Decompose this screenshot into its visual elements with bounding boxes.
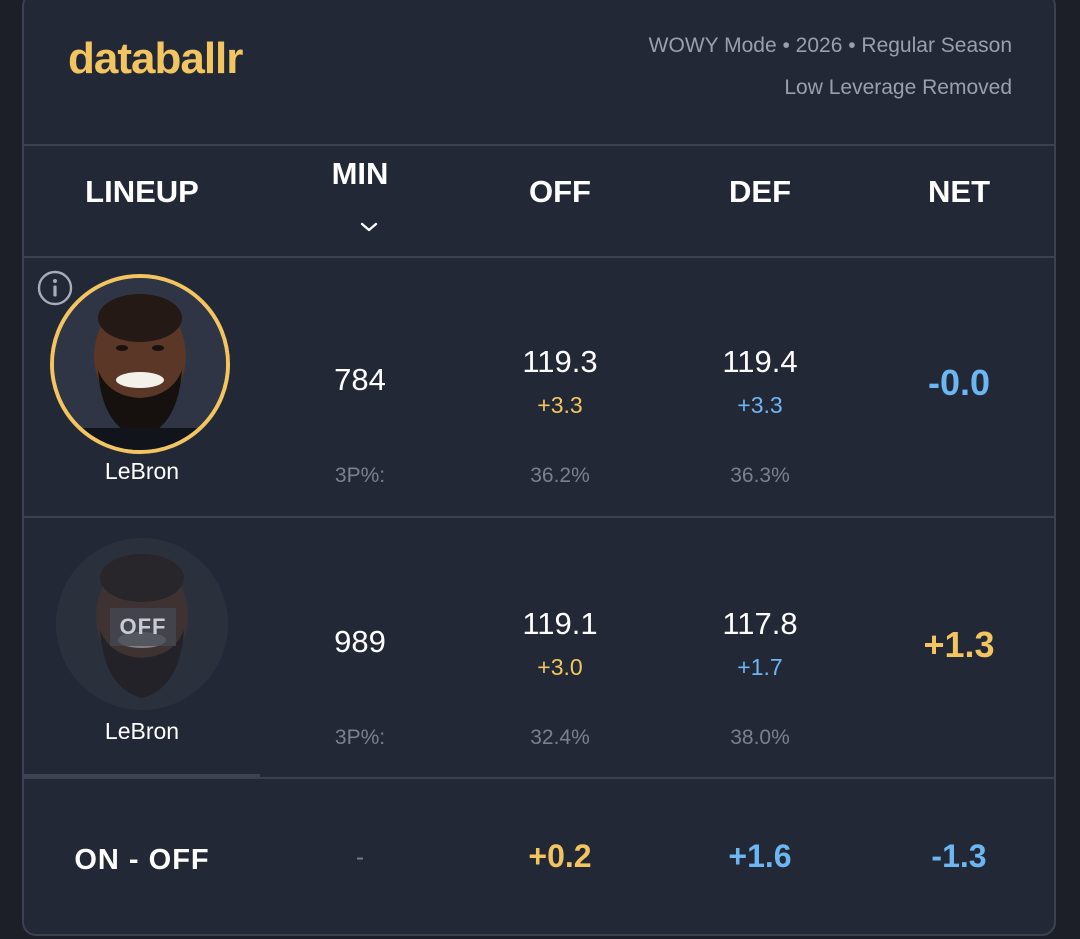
divider <box>24 777 1054 779</box>
off-badge: OFF <box>110 608 176 646</box>
threep-label: 3P%: <box>334 726 386 749</box>
summary-off: +0.2 <box>528 838 592 874</box>
player-name: LeBron <box>104 458 180 484</box>
minutes-value: 784 <box>334 362 386 397</box>
divider <box>24 516 1054 518</box>
summary-minutes: - <box>356 844 364 871</box>
def-threep-value: 36.3% <box>730 464 790 487</box>
leverage-filter-text: Low Leverage Removed <box>784 76 1012 99</box>
player-headshot <box>54 278 226 450</box>
def-rating-value: 117.8 <box>722 606 798 641</box>
info-icon[interactable] <box>36 269 74 307</box>
column-header-off[interactable]: OFF <box>529 174 591 209</box>
off-threep-value: 32.4% <box>530 726 590 749</box>
divider <box>24 256 1054 258</box>
player-avatar[interactable] <box>50 274 230 454</box>
def-rating-delta: +3.3 <box>737 392 783 418</box>
off-threep-value: 36.2% <box>530 464 590 487</box>
column-header-min[interactable]: MIN <box>331 156 389 191</box>
threep-label: 3P%: <box>334 464 386 487</box>
column-header-lineup: LINEUP <box>85 174 199 209</box>
scroll-indicator <box>24 774 260 777</box>
summary-net: -1.3 <box>931 838 987 874</box>
net-rating-value: +1.3 <box>923 624 995 665</box>
minutes-value: 989 <box>334 624 386 659</box>
def-rating-value: 119.4 <box>722 344 798 379</box>
mode-season-text: WOWY Mode • 2026 • Regular Season <box>648 34 1012 57</box>
wowy-card: databallr WOWY Mode • 2026 • Regular Sea… <box>22 0 1056 936</box>
off-rating-value: 119.3 <box>522 344 598 379</box>
def-threep-value: 38.0% <box>730 726 790 749</box>
player-name: LeBron <box>104 718 180 744</box>
column-header-def[interactable]: DEF <box>729 174 791 209</box>
off-rating-delta: +3.3 <box>537 392 583 418</box>
card-header: databallr WOWY Mode • 2026 • Regular Sea… <box>24 0 1054 144</box>
databallr-logo[interactable]: databallr <box>68 34 243 83</box>
off-rating-delta: +3.0 <box>537 654 583 680</box>
def-rating-delta: +1.7 <box>737 654 783 680</box>
net-rating-value: -0.0 <box>927 362 991 403</box>
column-header-net[interactable]: NET <box>928 174 990 209</box>
chevron-down-icon[interactable] <box>360 222 378 232</box>
on-off-label: ON - OFF <box>74 844 210 876</box>
summary-def: +1.6 <box>728 838 792 874</box>
off-rating-value: 119.1 <box>522 606 598 641</box>
divider <box>24 144 1054 146</box>
